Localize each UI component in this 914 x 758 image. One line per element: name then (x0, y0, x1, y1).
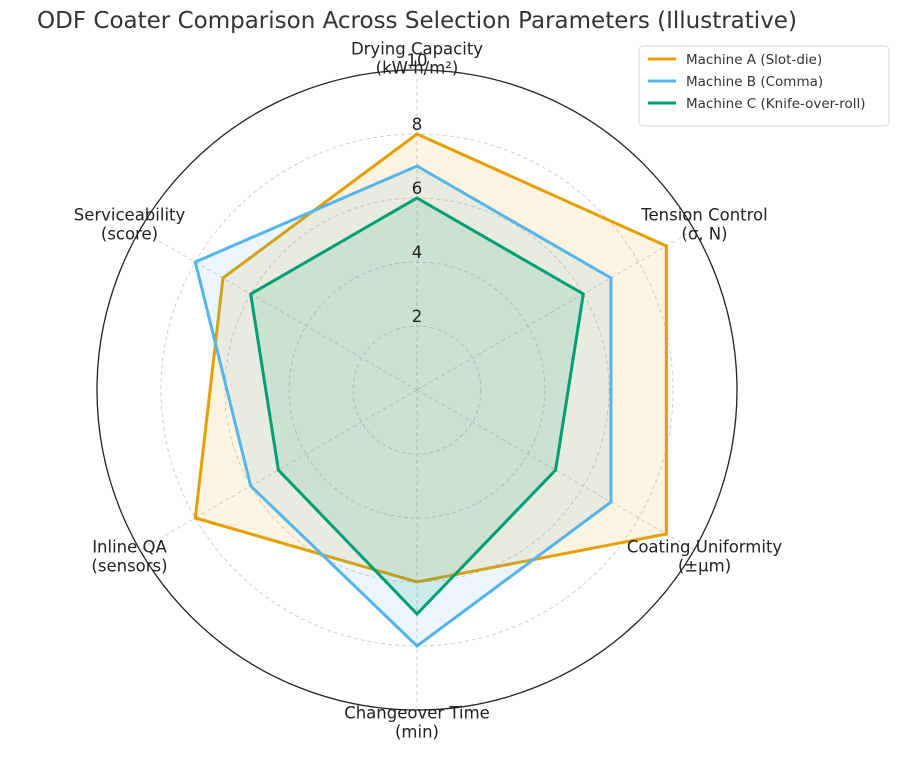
legend-label: Machine A (Slot-die) (686, 52, 822, 68)
axis-label: Changeover Time (344, 704, 490, 723)
tick-label: 6 (412, 179, 423, 198)
axis-label: Serviceability (74, 206, 186, 225)
outer-circle (96, 69, 738, 711)
grid-spoke (416, 229, 695, 391)
grid-spoke (416, 389, 695, 551)
legend: Machine A (Slot-die) Machine B (Comma) Mac… (638, 45, 890, 127)
legend-box (638, 45, 890, 127)
axis-label: Drying Capacity (351, 40, 483, 59)
series-fill (195, 166, 612, 646)
axis-label: (min) (395, 723, 439, 742)
legend-label: Machine B (Comma) (686, 74, 823, 90)
axis-label: Tension Control (640, 206, 768, 225)
grid-spoke (139, 229, 418, 391)
tick-label: 4 (412, 243, 423, 262)
radar-series (193, 132, 668, 648)
radial-tick-labels: 2 4 6 8 10 (407, 51, 428, 326)
legend-label: Machine C (Knife-over-roll) (686, 96, 866, 112)
tick-label: 8 (412, 115, 423, 134)
axis-label: (±μm) (678, 557, 731, 576)
axis-label: Inline QA (92, 538, 167, 557)
axis-label: (sensors) (91, 557, 167, 576)
tick-label: 2 (412, 307, 423, 326)
grid-spoke (139, 389, 418, 551)
axis-label: (score) (101, 225, 158, 244)
axis-label: (kW·h/m²) (376, 59, 459, 78)
axis-labels: Drying Capacity(kW·h/m²)Tension Control(… (74, 40, 783, 742)
series-line (193, 164, 613, 648)
axis-label: (σ, N) (681, 225, 727, 244)
chart-title: ODF Coater Comparison Across Selection P… (37, 8, 797, 34)
series-line (249, 196, 585, 617)
series-fill (195, 134, 667, 582)
tick-label: 10 (407, 51, 428, 70)
series-fill (250, 198, 584, 614)
series-line (193, 132, 668, 584)
axis-label: Coating Uniformity (627, 538, 783, 557)
